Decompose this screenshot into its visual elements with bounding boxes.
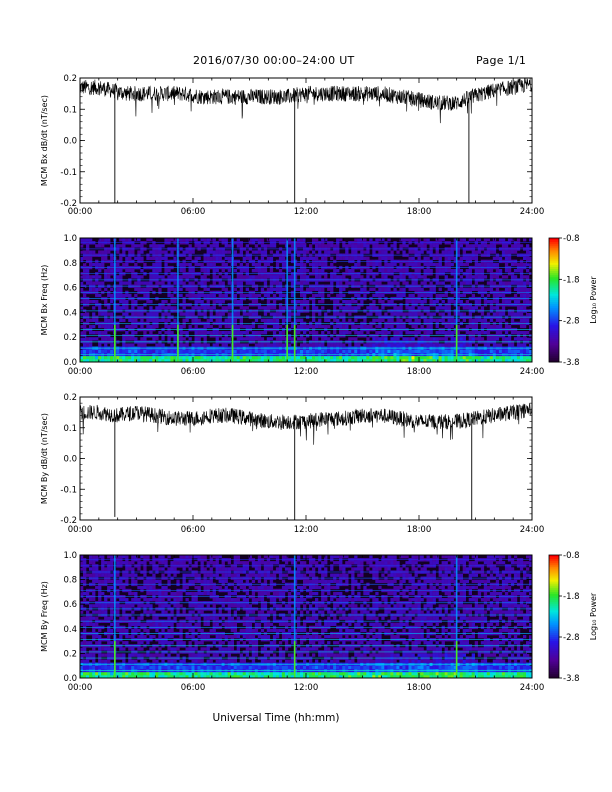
y-tick-label: 0.0 [63,358,77,368]
colorbar-label: Log₁₀ Power [589,276,598,324]
x-tick-label: 24:00 [520,367,545,377]
y-tick-label: 0.0 [63,137,77,147]
x-tick-label: 18:00 [407,683,432,693]
y-tick-label: -0.2 [60,199,77,209]
y-tick-label: 0.4 [63,625,77,635]
event-streak [286,238,288,362]
y-tick-label: 0.1 [63,105,77,115]
series-line-3 [79,402,533,445]
y-tick-label: 0.8 [63,576,77,586]
event-streak [114,641,116,678]
series-line-1 [79,77,533,124]
event-streak [231,238,234,362]
event-streak [114,555,116,678]
y-tick-label: 0.8 [63,259,77,269]
y-axis-label: MCM By dB/dt (nT/sec) [40,413,49,504]
y-tick-label: 0.6 [63,600,77,610]
x-tick-label: 24:00 [520,207,545,217]
event-streak [455,238,458,362]
y-tick-label: -0.1 [60,168,77,178]
x-tick-label: 18:00 [407,207,432,217]
colorbar-label: Log₁₀ Power [589,592,598,640]
colorbar-2 [548,237,562,363]
x-tick-label: 24:00 [520,525,545,535]
x-tick-label: 00:00 [68,367,93,377]
y-tick-label: 0.2 [63,333,77,343]
event-streak [177,324,179,362]
spectrogram-2 [80,238,533,363]
colorbar-tick-label: -2.8 [563,633,580,643]
x-tick-label: 24:00 [520,683,545,693]
y-tick-label: 1.0 [63,234,77,244]
event-streak [455,324,458,362]
colorbar-tick-label: -1.8 [563,275,580,285]
y-tick-label: -0.1 [60,485,77,495]
x-tick-label: 12:00 [294,367,319,377]
event-streak [293,238,296,362]
colorbar-tick-label: -3.8 [563,358,580,368]
event-streak [455,641,458,678]
x-tick-label: 00:00 [68,525,93,535]
x-tick-label: 06:00 [181,525,206,535]
x-tick-label: 06:00 [181,207,206,217]
event-streak [177,238,179,362]
event-streak [293,324,296,362]
y-tick-label: 0.0 [63,455,77,465]
x-axis-label: Universal Time (hh:mm) [213,712,340,724]
x-tick-label: 18:00 [407,525,432,535]
y-tick-label: 0.6 [63,284,77,294]
y-tick-label: 0.2 [63,649,77,659]
x-tick-label: 00:00 [68,207,93,217]
colorbar-tick-label: -0.8 [563,551,580,561]
x-tick-label: 06:00 [181,367,206,377]
y-tick-label: -0.2 [60,516,77,526]
x-tick-label: 18:00 [407,367,432,377]
y-axis-label: MCM Bx Freq (Hz) [40,265,49,336]
y-tick-label: 0.1 [63,424,77,434]
y-tick-label: 0.0 [63,674,77,684]
event-streak [114,238,116,362]
colorbar-frame [548,237,560,363]
spectrogram-4 [80,555,533,679]
event-streak [286,324,288,362]
event-streak [293,641,296,678]
y-tick-label: 0.2 [63,393,77,403]
x-tick-label: 12:00 [294,525,319,535]
y-tick-label: 0.2 [63,74,77,84]
event-streak [114,324,116,362]
y-tick-label: 1.0 [63,551,77,561]
x-tick-label: 06:00 [181,683,206,693]
page-title: 2016/07/30 00:00–24:00 UT [193,54,355,67]
x-tick-label: 12:00 [294,207,319,217]
page-number: Page 1/1 [476,54,527,67]
colorbar-tick-label: -2.8 [563,317,580,327]
y-axis-label: MCM By Freq (Hz) [40,581,49,652]
event-streak [293,555,296,678]
event-streak [455,555,458,678]
y-tick-label: 0.4 [63,308,77,318]
colorbar-tick-label: -1.8 [563,592,580,602]
event-streak [231,324,234,362]
x-tick-label: 00:00 [68,683,93,693]
colorbar-tick-label: -0.8 [563,234,580,244]
colorbar-tick-label: -3.8 [563,674,580,684]
y-axis-label: MCM Bx dB/dt (nT/sec) [40,95,49,186]
x-tick-label: 12:00 [294,683,319,693]
colorbar-4 [548,554,562,679]
colorbar-frame [548,554,560,679]
